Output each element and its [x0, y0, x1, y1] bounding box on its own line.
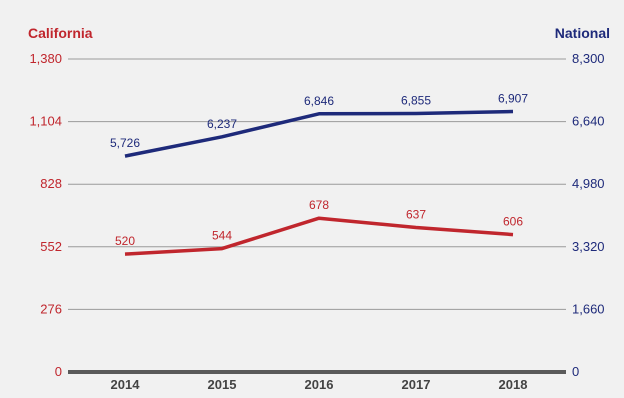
national-data-label: 6,907 [498, 92, 528, 106]
left-tick-label: 0 [55, 364, 62, 379]
california-line [124, 216, 514, 256]
gridlines [68, 58, 566, 374]
x-axis-ticks: 2014 2015 2016 2017 2018 [111, 377, 528, 392]
california-data-label: 606 [503, 215, 523, 229]
series-layer: 520 544 678 637 606 5,726 6,237 6,846 6,855 6,907 [110, 92, 528, 256]
national-data-label: 6,855 [401, 93, 431, 107]
left-tick-label: 828 [40, 176, 62, 191]
california-data-label: 520 [115, 234, 135, 248]
right-axis-ticks: 0 1,660 3,320 4,980 6,640 8,300 [572, 51, 605, 379]
right-tick-label: 1,660 [572, 301, 605, 316]
right-tick-label: 8,300 [572, 51, 605, 66]
left-tick-label: 552 [40, 239, 62, 254]
x-tick-label: 2018 [499, 377, 528, 392]
national-data-label: 5,726 [110, 136, 140, 150]
right-tick-label: 6,640 [572, 114, 605, 129]
national-line [124, 109, 514, 158]
right-axis-title: National [555, 25, 610, 41]
x-tick-label: 2016 [305, 377, 334, 392]
right-tick-label: 3,320 [572, 239, 605, 254]
right-tick-label: 0 [572, 364, 579, 379]
x-tick-label: 2015 [208, 377, 237, 392]
left-tick-label: 1,104 [29, 114, 62, 129]
x-tick-label: 2017 [402, 377, 431, 392]
california-data-label: 544 [212, 229, 232, 243]
left-tick-label: 276 [40, 301, 62, 316]
california-data-label: 678 [309, 198, 329, 212]
national-data-label: 6,846 [304, 94, 334, 108]
national-data-label: 6,237 [207, 117, 237, 131]
california-data-label: 637 [406, 208, 426, 222]
right-tick-label: 4,980 [572, 176, 605, 191]
left-axis-title: California [28, 25, 93, 41]
x-tick-label: 2014 [111, 377, 141, 392]
left-axis-ticks: 0 276 552 828 1,104 1,380 [29, 51, 62, 379]
left-tick-label: 1,380 [29, 51, 62, 66]
